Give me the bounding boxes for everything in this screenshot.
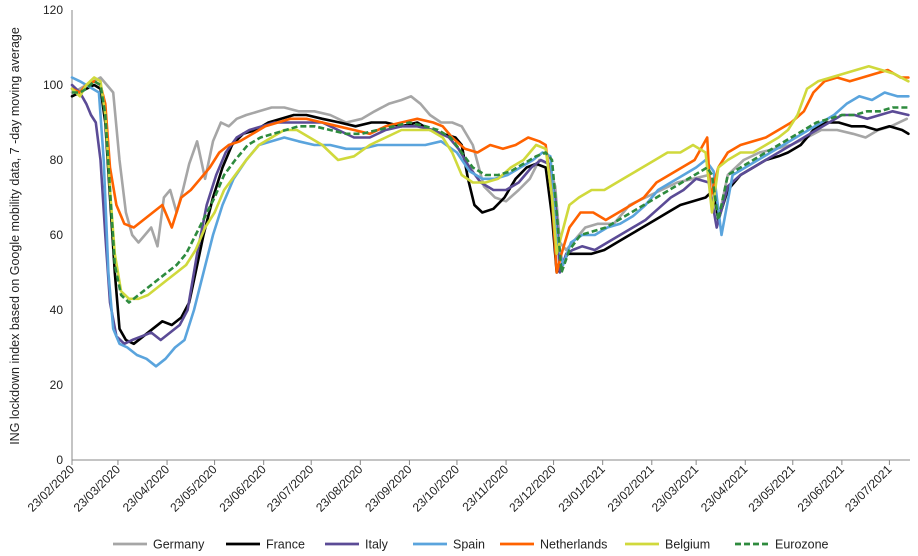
- series-line-belgium: [70, 65, 910, 301]
- y-tick-label: 0: [56, 453, 63, 467]
- legend-label-germany: Germany: [153, 538, 205, 552]
- x-tick-label: 23/07/2020: [264, 462, 317, 515]
- legend-label-france: France: [266, 538, 305, 552]
- x-tick-label: 23/12/2020: [506, 462, 559, 515]
- plot-area: [70, 65, 910, 368]
- series-line-eurozone: [72, 80, 909, 304]
- y-tick-label: 40: [50, 303, 64, 317]
- x-tick-label: 23/02/2021: [605, 462, 658, 515]
- x-tick-label: 23/06/2021: [795, 462, 848, 515]
- series-line-france: [70, 83, 910, 346]
- x-tick-label: 23/09/2020: [362, 462, 415, 515]
- x-tick-label: 23/04/2020: [120, 462, 173, 515]
- x-tick-label: 23/05/2021: [746, 462, 799, 515]
- legend-label-netherlands: Netherlands: [540, 538, 607, 552]
- x-tick-label: 23/02/2020: [25, 462, 78, 515]
- series-line-germany: [70, 76, 909, 252]
- legend-label-belgium: Belgium: [665, 538, 710, 552]
- series-line-netherlands: [70, 68, 910, 274]
- y-tick-label: 60: [50, 228, 64, 242]
- y-axis-title: ING lockdown index based on Google mobil…: [8, 27, 22, 445]
- y-axis: 0 20 40 60 80 100 120: [43, 3, 73, 467]
- x-tick-label: 23/03/2020: [71, 462, 124, 515]
- y-tick-label: 80: [50, 153, 64, 167]
- x-axis: 23/02/202023/03/202023/04/202023/05/2020…: [25, 459, 910, 515]
- series-line-spain: [70, 76, 910, 368]
- y-tick-label: 120: [43, 3, 63, 17]
- legend-label-spain: Spain: [453, 538, 485, 552]
- x-tick-label: 23/08/2020: [313, 462, 366, 515]
- x-tick-label: 23/11/2020: [459, 462, 511, 514]
- y-tick-label: 20: [50, 378, 64, 392]
- x-tick-label: 23/01/2021: [555, 462, 608, 515]
- legend-label-italy: Italy: [365, 538, 389, 552]
- legend: Germany France Italy Spain Netherlands Belgiu…: [113, 538, 829, 552]
- x-tick-label: 23/03/2021: [649, 462, 702, 515]
- x-tick-label: 23/07/2021: [842, 462, 895, 515]
- x-tick-label: 23/04/2021: [698, 462, 751, 515]
- y-tick-label: 100: [43, 78, 63, 92]
- x-tick-label: 23/05/2020: [167, 462, 220, 515]
- legend-label-eurozone: Eurozone: [775, 538, 829, 552]
- x-tick-label: 23/06/2020: [216, 462, 269, 515]
- x-tick-label: 23/10/2020: [410, 462, 463, 515]
- series-line-italy: [70, 83, 910, 346]
